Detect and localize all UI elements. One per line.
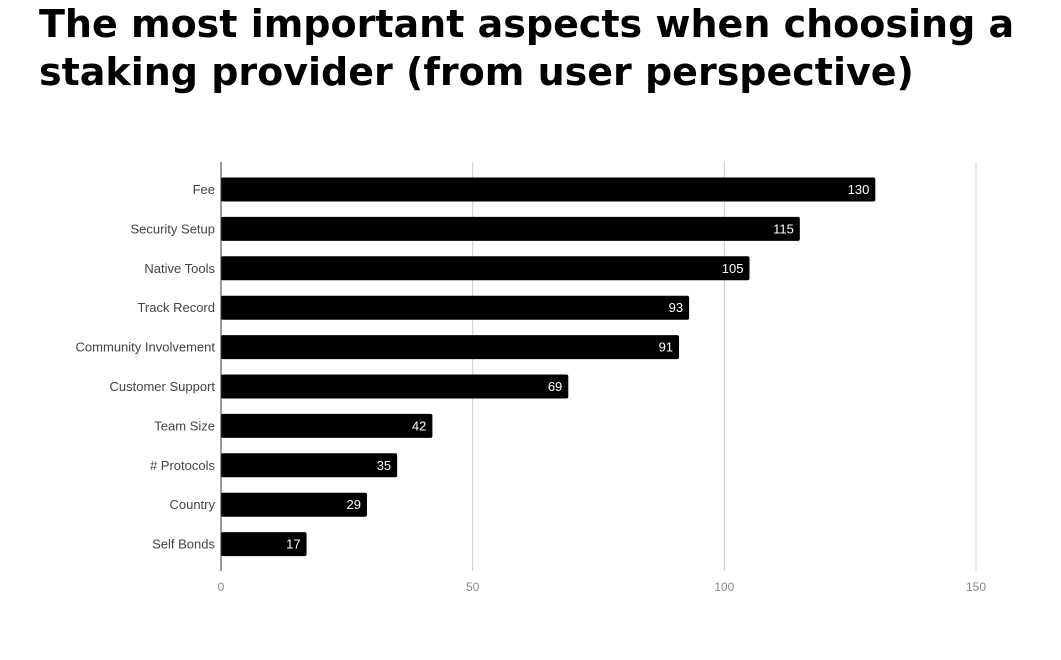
category-label: Track Record <box>137 300 215 315</box>
bar <box>221 256 750 281</box>
value-label: 35 <box>377 458 391 473</box>
value-label: 105 <box>722 261 744 276</box>
bar <box>221 492 367 517</box>
category-label: Self Bonds <box>152 537 215 552</box>
x-tick-label: 0 <box>218 580 225 594</box>
category-label: # Protocols <box>150 458 216 473</box>
x-tick-label: 100 <box>714 580 734 594</box>
value-label: 130 <box>848 182 870 197</box>
category-label: Fee <box>193 182 215 197</box>
x-tick-label: 150 <box>966 580 986 594</box>
value-label: 42 <box>412 418 426 433</box>
value-label: 29 <box>346 497 360 512</box>
category-label: Country <box>169 497 215 512</box>
category-label: Security Setup <box>130 221 215 236</box>
chart-title: The most important aspects when choosing… <box>39 2 1015 94</box>
bar <box>221 177 876 202</box>
bars <box>221 177 876 557</box>
category-label: Native Tools <box>144 261 215 276</box>
bar <box>221 453 398 478</box>
value-labels: 130 115 105 93 91 69 42 35 29 17 <box>286 182 869 552</box>
bar <box>221 335 680 360</box>
bar <box>221 413 433 438</box>
category-label: Community Involvement <box>76 340 216 355</box>
bar <box>221 532 307 557</box>
bar <box>221 216 800 241</box>
value-label: 17 <box>286 537 300 552</box>
bar <box>221 374 569 399</box>
value-label: 93 <box>669 300 683 315</box>
x-axis-ticks: 0 50 100 150 <box>218 580 987 594</box>
value-label: 115 <box>773 221 794 236</box>
category-label: Customer Support <box>110 379 216 394</box>
bar <box>221 295 690 320</box>
value-label: 69 <box>548 379 562 394</box>
category-label: Team Size <box>154 418 215 433</box>
category-labels: Fee Security Setup Native Tools Track Recor… <box>76 182 216 552</box>
x-tick-label: 50 <box>466 580 480 594</box>
value-label: 91 <box>659 340 673 355</box>
